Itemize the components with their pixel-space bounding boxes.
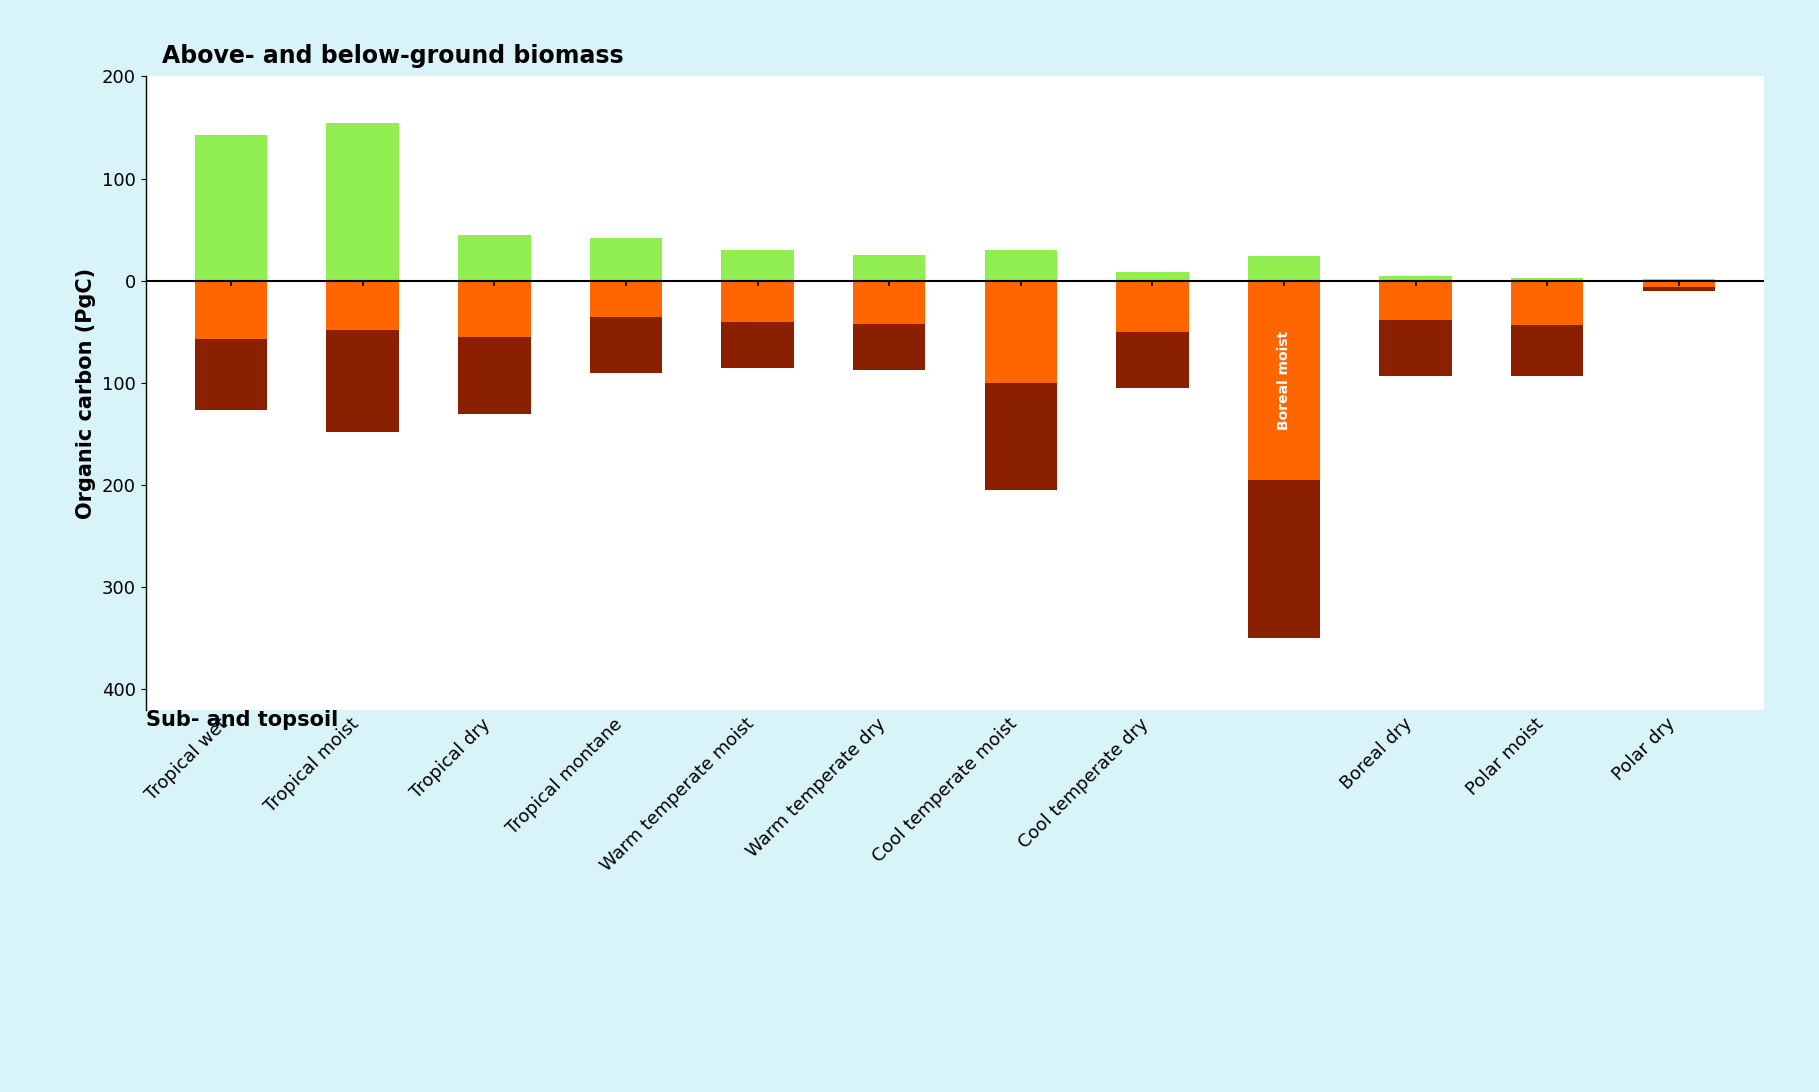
Text: Polar moist: Polar moist [1462, 715, 1548, 799]
Bar [1379, 320, 1452, 376]
Bar [1643, 287, 1715, 290]
Text: Warm temperate dry: Warm temperate dry [744, 715, 889, 860]
Bar [326, 281, 398, 330]
Bar [1643, 281, 1715, 287]
Bar [1248, 480, 1321, 639]
Text: Cool temperate moist: Cool temperate moist [869, 715, 1020, 866]
Bar [195, 339, 267, 411]
Bar [195, 134, 267, 281]
Bar [722, 322, 793, 368]
Bar [722, 250, 793, 281]
Bar [853, 256, 926, 281]
Bar [1512, 324, 1584, 376]
Bar [589, 281, 662, 317]
Bar [1117, 272, 1188, 281]
Text: Above- and below-ground biomass: Above- and below-ground biomass [162, 44, 624, 68]
Bar [458, 337, 531, 414]
Text: Warm temperate moist: Warm temperate moist [597, 715, 757, 876]
Bar [1117, 332, 1188, 388]
Bar [984, 281, 1057, 383]
Text: Boreal dry: Boreal dry [1337, 715, 1415, 794]
Bar [1379, 281, 1452, 320]
Text: Cool temperate dry: Cool temperate dry [1015, 715, 1153, 852]
Bar [1379, 275, 1452, 281]
Bar [1117, 281, 1188, 332]
Bar [984, 383, 1057, 490]
Text: Tropical dry: Tropical dry [407, 715, 495, 802]
Bar [195, 281, 267, 339]
Text: Sub- and topsoil: Sub- and topsoil [146, 710, 338, 729]
Bar [1248, 257, 1321, 281]
Text: Boreal moist: Boreal moist [1277, 331, 1291, 430]
Bar [853, 323, 926, 369]
Text: Tropical moist: Tropical moist [262, 715, 362, 816]
Bar [722, 281, 793, 322]
Bar [458, 235, 531, 281]
Bar [326, 123, 398, 281]
Bar [326, 330, 398, 432]
Y-axis label: Organic carbon (PgC): Organic carbon (PgC) [76, 268, 96, 519]
Bar [853, 281, 926, 323]
Bar [1248, 281, 1321, 480]
Text: Polar dry: Polar dry [1610, 715, 1679, 784]
Bar [589, 238, 662, 281]
Bar [1643, 278, 1715, 281]
Bar [589, 317, 662, 372]
Text: Tropical wet: Tropical wet [142, 715, 231, 804]
Bar [1512, 277, 1584, 281]
Bar [458, 281, 531, 337]
Bar [1512, 281, 1584, 324]
Text: Tropical montane: Tropical montane [504, 715, 626, 838]
Bar [984, 250, 1057, 281]
